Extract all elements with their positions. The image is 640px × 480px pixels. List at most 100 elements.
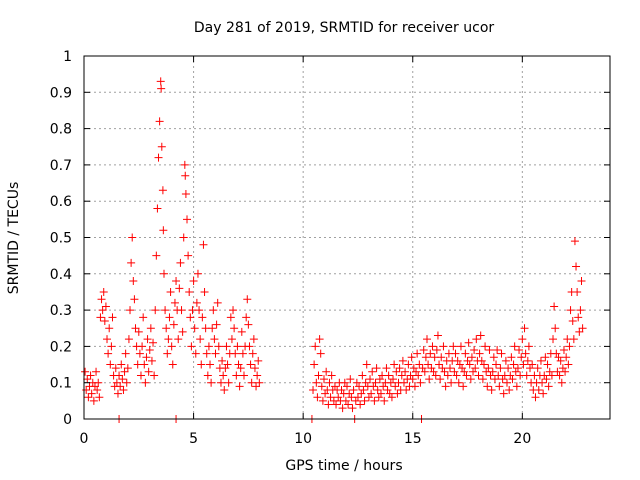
data-point bbox=[218, 356, 227, 365]
data-point bbox=[245, 342, 254, 351]
data-point bbox=[422, 335, 431, 344]
data-point bbox=[512, 382, 521, 391]
data-point bbox=[443, 371, 452, 380]
data-point bbox=[155, 117, 164, 126]
data-point bbox=[231, 349, 240, 358]
data-point bbox=[490, 375, 499, 384]
grid bbox=[84, 56, 610, 419]
data-point bbox=[346, 375, 355, 384]
data-point bbox=[212, 320, 221, 329]
axis-ticks: 00.10.20.30.40.50.60.70.80.910 5 10 15 20 bbox=[50, 49, 610, 447]
data-point bbox=[104, 349, 113, 358]
data-point bbox=[415, 360, 424, 369]
data-point bbox=[112, 378, 121, 387]
data-point bbox=[453, 356, 462, 365]
data-point bbox=[197, 360, 206, 369]
data-point bbox=[84, 393, 93, 402]
data-point bbox=[244, 320, 253, 329]
data-point bbox=[222, 342, 231, 351]
data-point bbox=[469, 367, 478, 376]
data-point bbox=[226, 313, 235, 322]
data-point bbox=[485, 346, 494, 355]
data-point bbox=[135, 349, 144, 358]
data-points bbox=[81, 77, 587, 423]
data-point bbox=[360, 396, 369, 405]
data-point bbox=[395, 364, 404, 373]
data-point bbox=[242, 313, 251, 322]
data-point bbox=[348, 404, 357, 413]
data-point bbox=[426, 349, 435, 358]
x-tick-label: 20 bbox=[513, 431, 531, 447]
data-point bbox=[576, 306, 585, 315]
data-point bbox=[344, 400, 353, 409]
data-point bbox=[200, 287, 209, 296]
data-point bbox=[142, 353, 151, 362]
data-point bbox=[238, 349, 247, 358]
x-axis-title: GPS time / hours bbox=[285, 458, 402, 474]
data-point bbox=[456, 342, 465, 351]
data-point bbox=[343, 382, 351, 391]
data-point bbox=[206, 360, 215, 369]
data-point bbox=[128, 233, 137, 242]
data-point bbox=[541, 353, 550, 362]
data-point bbox=[410, 382, 419, 391]
data-point bbox=[466, 375, 475, 384]
data-point bbox=[211, 349, 220, 358]
data-point bbox=[488, 367, 497, 376]
plot-frame bbox=[83, 55, 611, 420]
data-point bbox=[370, 396, 379, 405]
data-point bbox=[467, 353, 476, 362]
data-point bbox=[210, 335, 219, 344]
data-point bbox=[309, 385, 318, 394]
data-point bbox=[519, 360, 528, 369]
data-point bbox=[202, 349, 211, 358]
data-point bbox=[81, 367, 90, 376]
data-point bbox=[162, 324, 171, 333]
data-point bbox=[574, 313, 583, 322]
data-point bbox=[522, 371, 531, 380]
data-point bbox=[375, 375, 384, 384]
data-point bbox=[139, 313, 148, 322]
y-tick-label: 0.1 bbox=[50, 376, 72, 392]
data-point bbox=[441, 382, 450, 391]
data-point bbox=[533, 364, 542, 373]
data-point bbox=[230, 324, 239, 333]
data-point bbox=[322, 367, 331, 376]
data-point bbox=[380, 396, 389, 405]
data-point bbox=[101, 302, 110, 311]
data-point bbox=[477, 356, 486, 365]
data-point bbox=[164, 335, 173, 344]
data-point bbox=[213, 298, 222, 307]
data-point bbox=[553, 367, 562, 376]
data-point bbox=[462, 371, 471, 380]
data-point bbox=[124, 335, 133, 344]
data-point bbox=[223, 360, 232, 369]
data-point bbox=[425, 375, 434, 384]
data-point bbox=[497, 349, 506, 358]
data-point bbox=[220, 385, 229, 394]
data-point bbox=[227, 335, 236, 344]
data-point bbox=[203, 371, 212, 380]
data-point bbox=[152, 251, 161, 260]
data-point bbox=[572, 262, 581, 271]
data-point bbox=[379, 382, 388, 391]
data-point bbox=[126, 306, 135, 315]
data-point bbox=[127, 258, 136, 267]
data-point bbox=[166, 287, 175, 296]
data-point bbox=[362, 360, 371, 369]
data-point bbox=[498, 375, 507, 384]
data-point bbox=[446, 364, 455, 373]
data-point bbox=[185, 287, 194, 296]
data-point bbox=[436, 375, 445, 384]
data-point bbox=[496, 364, 505, 373]
data-point bbox=[508, 375, 517, 384]
data-point bbox=[349, 385, 358, 394]
data-point bbox=[505, 385, 514, 394]
data-point bbox=[447, 378, 456, 387]
data-point bbox=[463, 356, 472, 365]
data-point bbox=[391, 382, 400, 391]
data-point bbox=[513, 364, 522, 373]
data-point bbox=[517, 353, 526, 362]
data-point bbox=[455, 360, 464, 369]
data-point bbox=[402, 385, 411, 394]
